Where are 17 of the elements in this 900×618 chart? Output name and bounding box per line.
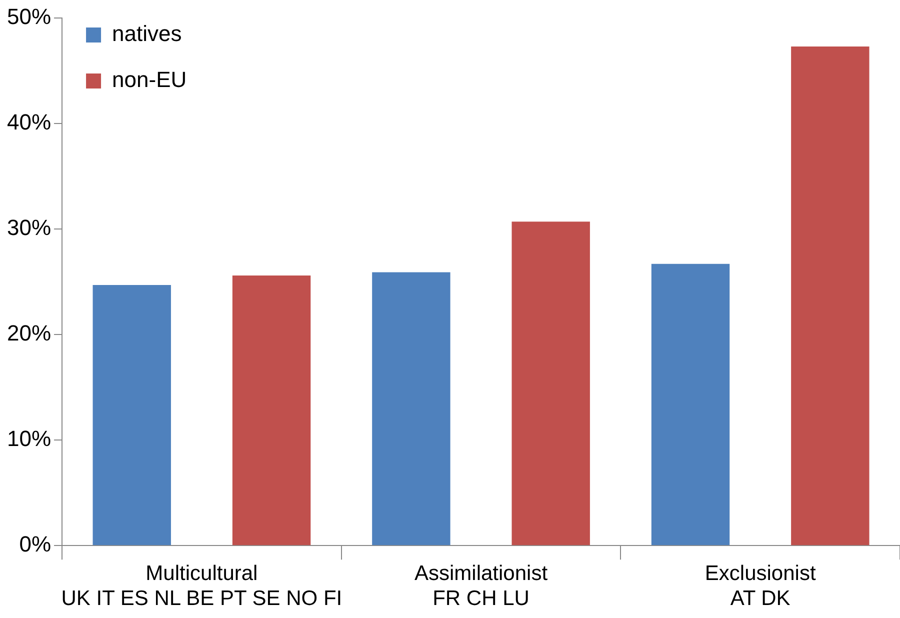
legend-label: natives: [112, 21, 182, 46]
bar: [92, 284, 171, 546]
bar: [232, 275, 311, 546]
y-tick-label: 0%: [19, 532, 52, 557]
y-tick-label: 30%: [6, 215, 52, 240]
bar: [372, 272, 450, 546]
x-tick-label: Multicultural UK IT ES NL BE PT SE NO FI: [61, 562, 342, 610]
y-tick-label: 20%: [6, 320, 52, 346]
x-tick-label: Exclusionist AT DK: [704, 562, 816, 610]
y-tick-label: 50%: [6, 4, 52, 30]
x-tick-label: Assimilationist FR CH LU: [414, 562, 548, 610]
bar: [791, 46, 870, 546]
legend-label: non-EU: [112, 67, 187, 92]
y-tick-label: 40%: [6, 110, 52, 135]
bar: [512, 222, 590, 546]
y-tick-label: 10%: [6, 426, 52, 452]
bar: [651, 264, 730, 546]
